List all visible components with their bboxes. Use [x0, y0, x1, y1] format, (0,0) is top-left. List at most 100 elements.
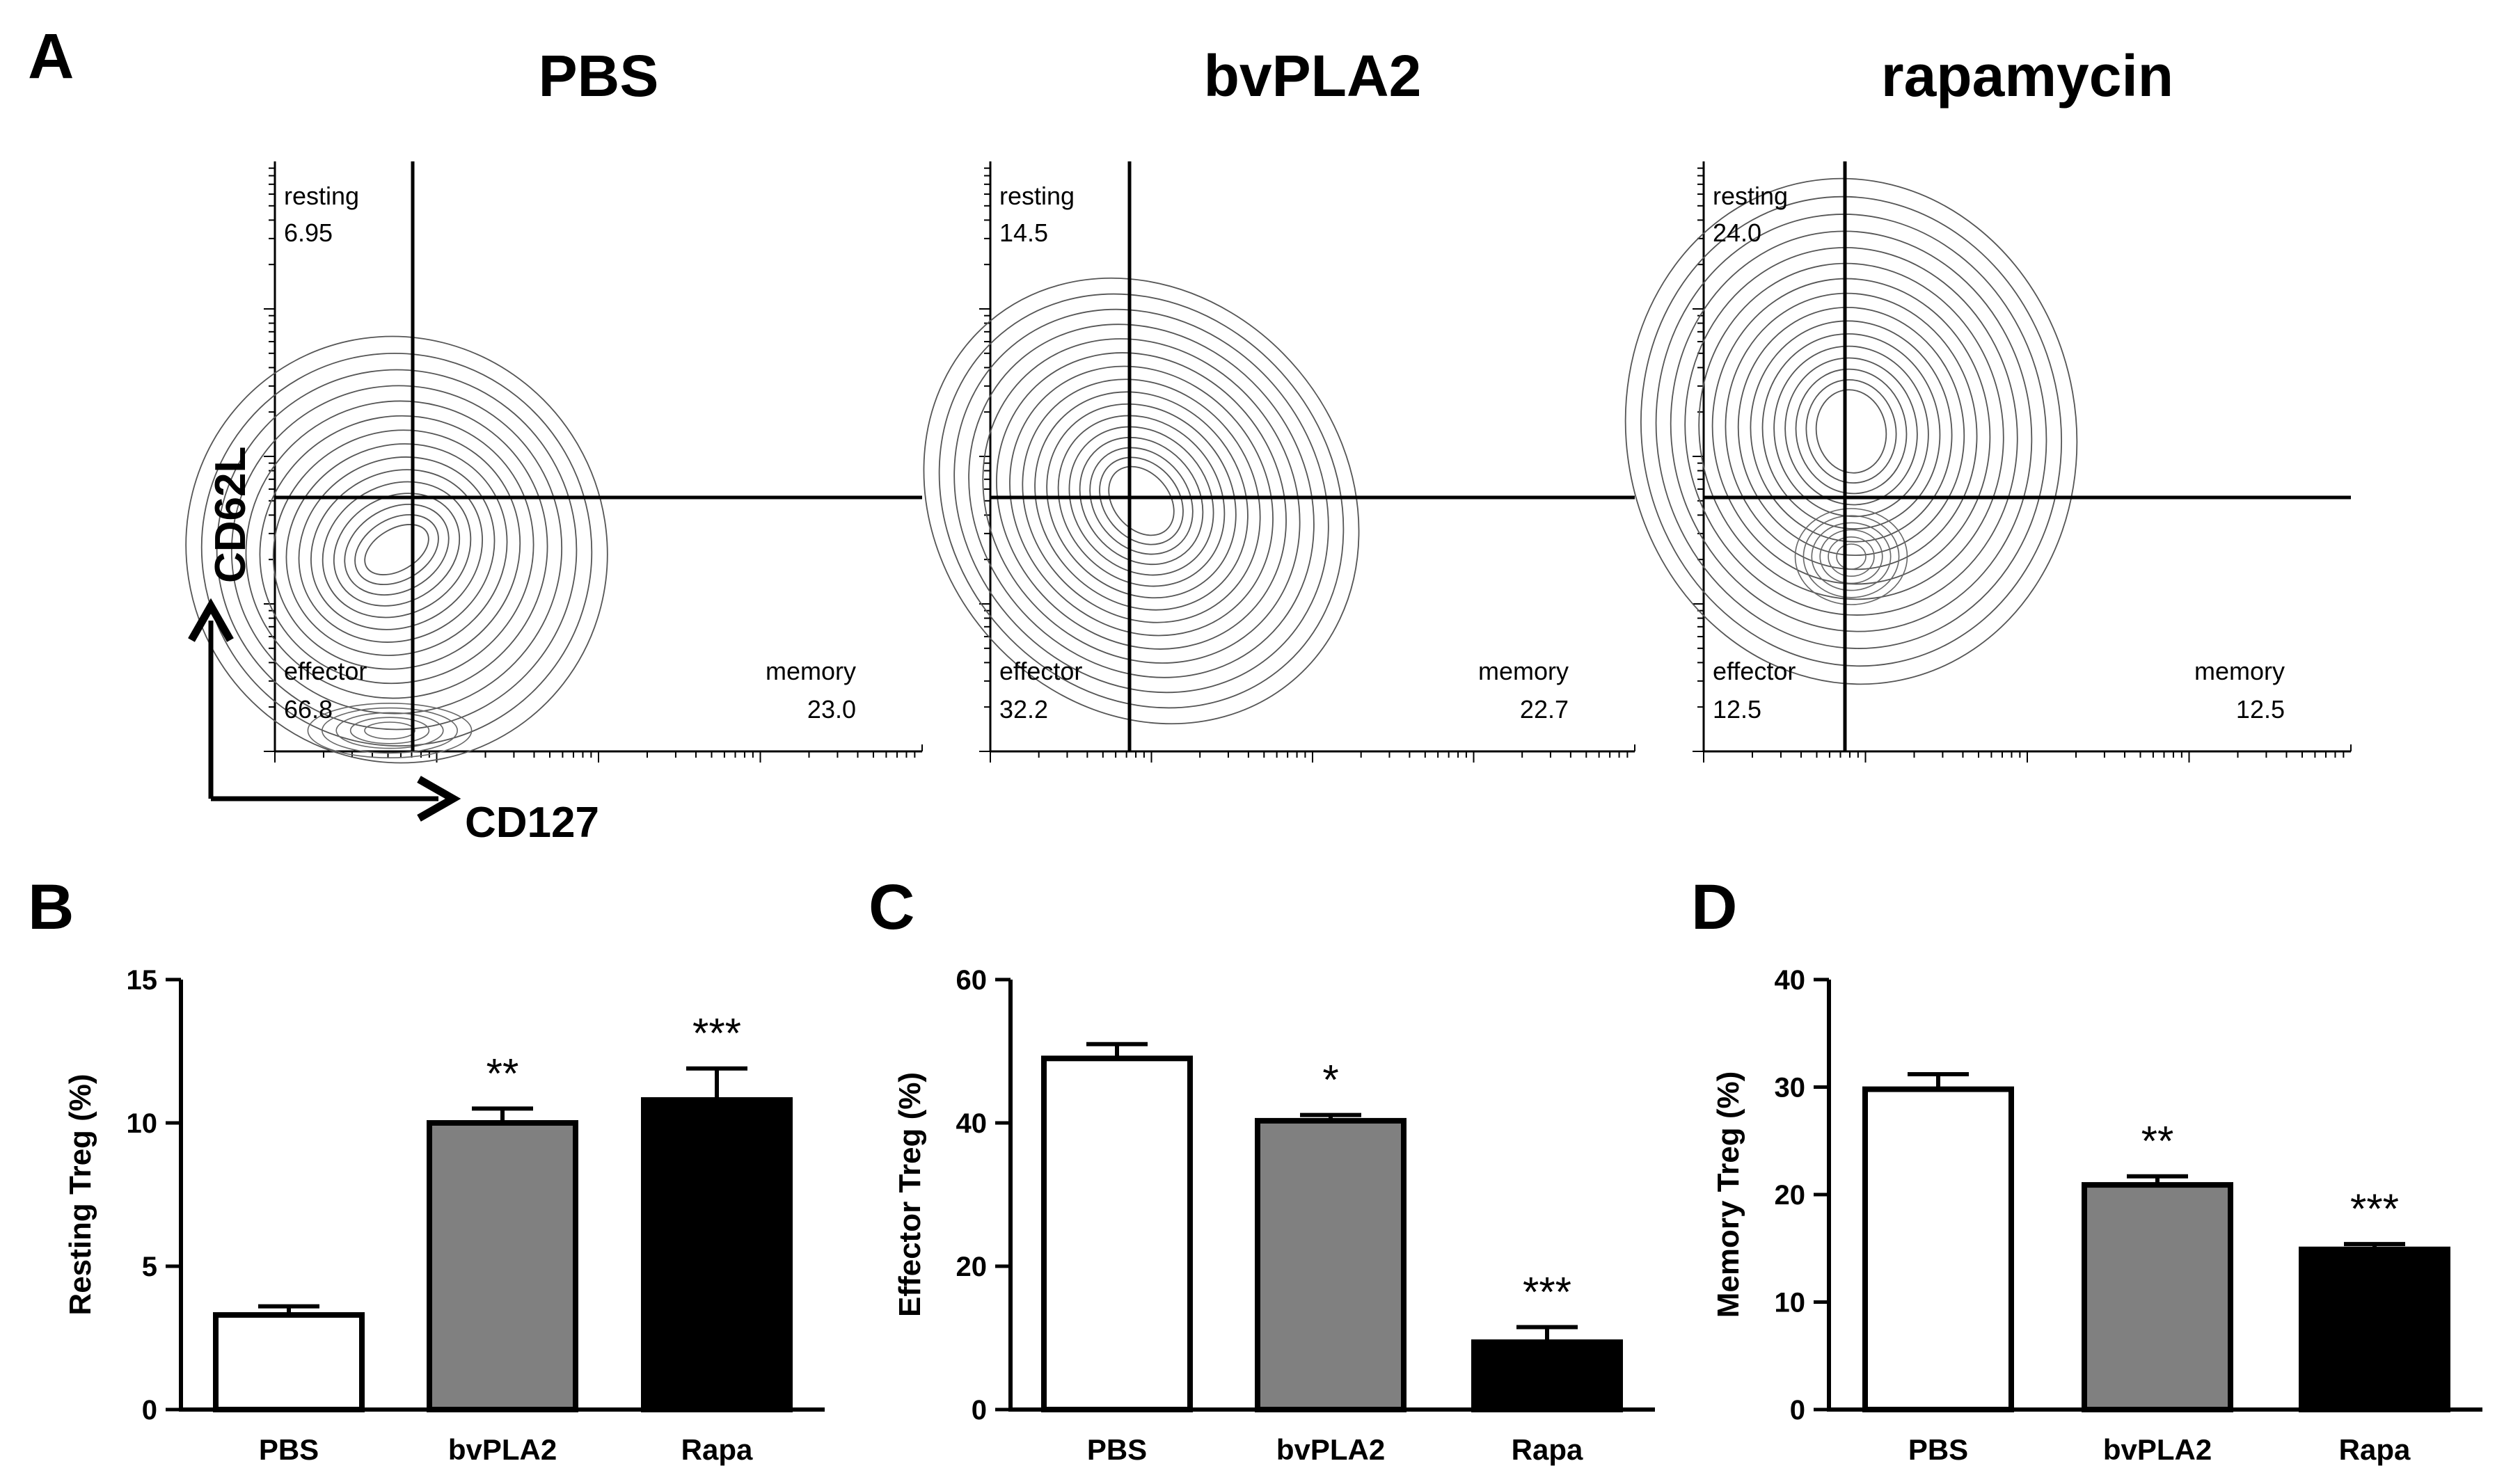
- contour-line: [245, 400, 548, 699]
- quadrant-value-memory: 23.0: [807, 695, 856, 724]
- x-tick-label: Rapa: [681, 1433, 753, 1466]
- panel-a-label: A: [28, 21, 74, 92]
- flow-panel: bvPLA2 resting 14.5 effector 32.2 memory 22.7: [923, 43, 1635, 763]
- quadrant-value-memory: 22.7: [1520, 695, 1569, 724]
- contour-line: [1725, 292, 1978, 571]
- contour-line: [344, 504, 450, 596]
- quadrant-label-effector: effector: [284, 657, 367, 685]
- contour-line: [1802, 515, 1900, 598]
- bar-rapa: [641, 1097, 793, 1413]
- contour-line: [349, 717, 430, 744]
- contour-line: [953, 308, 1329, 694]
- contour-line: [1761, 333, 1941, 530]
- significance-marker: ***: [2350, 1186, 2399, 1232]
- quadrant-label-resting: resting: [1713, 182, 1788, 210]
- quadrant-value-effector: 66.8: [284, 695, 333, 724]
- contour-line: [1655, 214, 2047, 649]
- y-tick-label: 40: [1775, 965, 1806, 996]
- contour-line: [1794, 508, 1908, 605]
- bar-bvpla2: [1255, 1117, 1406, 1413]
- contour-line: [1108, 465, 1175, 536]
- contour-line: [938, 293, 1345, 709]
- quadrant-value-effector: 32.2: [999, 695, 1048, 724]
- bar-chart-d: 0 10 20 30 40 Memory Treg (%) PBS bvPLA2 ** Rapa *…: [1711, 965, 2482, 1466]
- y-tick-label: 0: [1790, 1395, 1805, 1426]
- contour-line: [1828, 536, 1875, 577]
- contour-line: [1737, 307, 1965, 556]
- flow-panel-title: PBS: [539, 43, 659, 109]
- contour-line: [996, 352, 1287, 650]
- quadrant-label-memory: memory: [766, 657, 856, 685]
- contour-line: [1089, 447, 1194, 555]
- x-tick-label: Rapa: [2339, 1433, 2411, 1466]
- cd127-axis-label: CD127: [465, 799, 599, 847]
- quadrant-label-effector: effector: [999, 657, 1082, 685]
- contour-line: [1711, 278, 1991, 585]
- significance-marker: **: [2141, 1118, 2174, 1165]
- quadrant-label-memory: memory: [1478, 657, 1569, 685]
- contour-line: [923, 277, 1360, 725]
- contour-line: [1046, 403, 1237, 599]
- quadrant-value-resting: 14.5: [999, 218, 1048, 247]
- y-tick-label: 20: [1775, 1180, 1806, 1211]
- contour-line: [335, 712, 444, 749]
- contour-plot: [923, 277, 1360, 725]
- bar-rapa: [1471, 1339, 1623, 1413]
- contour-line: [185, 335, 608, 764]
- contour-line: [364, 721, 415, 740]
- y-tick-label: 0: [972, 1395, 987, 1426]
- y-tick-label: 0: [142, 1395, 157, 1426]
- flow-panel-title: rapamycin: [1881, 43, 2173, 109]
- contour-line: [968, 324, 1315, 678]
- contour-line: [200, 353, 593, 747]
- contour-line: [321, 707, 458, 754]
- contour-line: [1079, 436, 1204, 566]
- contour-line: [354, 513, 439, 586]
- x-tick-label: bvPLA2: [1276, 1433, 1385, 1466]
- contour-line: [298, 456, 496, 643]
- x-tick-label: bvPLA2: [2103, 1433, 2212, 1466]
- significance-marker: ***: [692, 1010, 741, 1057]
- bar-pbs: [213, 1312, 365, 1413]
- contour-line: [1670, 230, 2033, 632]
- quadrant-label-resting: resting: [284, 182, 359, 210]
- contour-line: [216, 369, 578, 731]
- flow-axis-arrows: CD127 CD62L: [188, 447, 599, 847]
- panel-d-label: D: [1691, 872, 1737, 943]
- contour-line: [1795, 368, 1908, 495]
- flow-panel-title: bvPLA2: [1204, 43, 1422, 109]
- bar-chart-c: 0 20 40 60 Effector Treg (%) PBS bvPLA2 * Rapa **…: [893, 965, 1655, 1466]
- cd62l-axis-label: CD62L: [207, 447, 255, 583]
- contour-line: [1784, 357, 1918, 506]
- y-axis-label: Resting Treg (%): [63, 1074, 97, 1315]
- bar-chart-b: 0 5 10 15 Resting Treg (%) PBS bvPLA2 ** Rapa ***: [63, 965, 825, 1466]
- contour-line: [307, 702, 473, 758]
- significance-marker: **: [486, 1050, 519, 1096]
- contour-plot: [1624, 177, 2078, 685]
- x-tick-label: PBS: [1087, 1433, 1147, 1466]
- bar-rapa: [2299, 1246, 2450, 1413]
- panel-b-label: B: [28, 872, 74, 943]
- quadrant-label-effector: effector: [1713, 657, 1796, 685]
- y-tick-label: 20: [956, 1252, 988, 1282]
- quadrant-value-resting: 6.95: [284, 218, 333, 247]
- bar-pbs: [1041, 1055, 1193, 1413]
- contour-line: [1009, 365, 1274, 637]
- contour-line: [1057, 415, 1226, 587]
- contour-line: [1815, 389, 1887, 474]
- contour-line: [1022, 378, 1261, 623]
- y-tick-label: 5: [142, 1252, 157, 1282]
- y-tick-label: 30: [1775, 1073, 1806, 1103]
- quadrant-value-resting: 24.0: [1713, 218, 1761, 247]
- contour-plot: [185, 335, 608, 764]
- contour-line: [1836, 543, 1867, 570]
- contour-line: [272, 429, 521, 670]
- contour-line: [982, 338, 1301, 664]
- flow-cytometry-panels: PBS resting 6.95 effector 66.8 memory 23.0 bvPL…: [185, 43, 2352, 764]
- quadrant-value-effector: 12.5: [1713, 695, 1761, 724]
- contour-line: [230, 385, 563, 715]
- x-tick-label: Rapa: [1512, 1433, 1583, 1466]
- x-tick-label: PBS: [1908, 1433, 1968, 1466]
- bar-bvpla2: [427, 1120, 578, 1412]
